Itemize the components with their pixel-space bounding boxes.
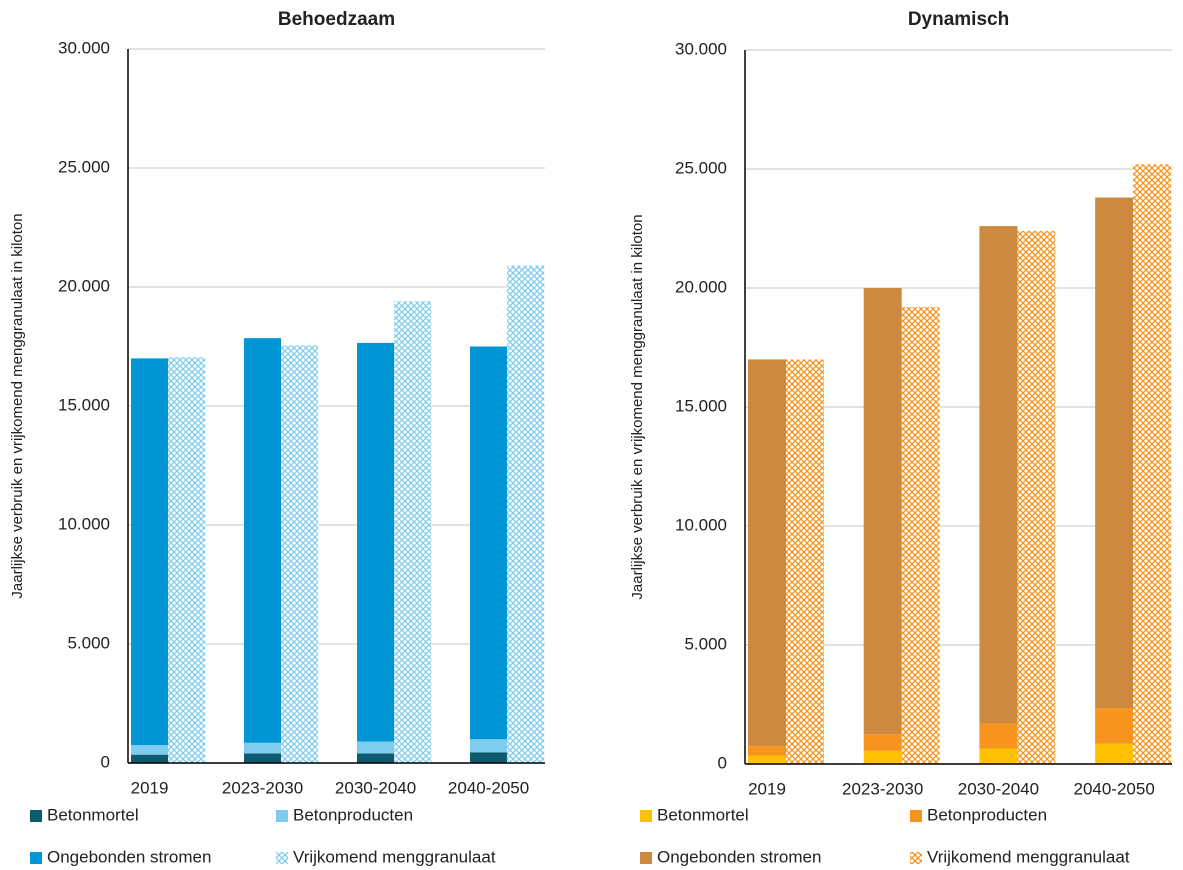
bar-segment — [863, 734, 902, 751]
legend-swatch — [640, 852, 652, 864]
legend-label: Betonmortel — [47, 805, 139, 824]
x-tick-label: 2040-2050 — [448, 778, 529, 797]
y-tick-label: 20.000 — [58, 276, 110, 295]
bar — [281, 345, 319, 763]
bar-segment — [470, 739, 508, 753]
y-tick-label: 0 — [101, 752, 110, 771]
x-tick-label: 2040-2050 — [1073, 779, 1154, 798]
y-tick-label: 5.000 — [67, 633, 110, 652]
legend-label: Betonmortel — [657, 805, 749, 824]
bar — [394, 301, 432, 763]
legend-swatch — [640, 810, 652, 822]
chart-title: Behoedzaam — [278, 9, 395, 30]
bar — [1133, 164, 1172, 765]
bar-segment — [1095, 743, 1134, 764]
bar-segment — [748, 359, 787, 747]
x-tick-label: 2023-2030 — [222, 778, 303, 797]
bar-segment — [244, 753, 282, 763]
legend-swatch — [30, 810, 42, 822]
y-tick-label: 15.000 — [675, 396, 727, 415]
y-tick-label: 20.000 — [675, 277, 727, 296]
bar — [786, 359, 825, 764]
bar-segment — [357, 753, 395, 763]
bar — [507, 265, 545, 763]
bar-segment — [357, 342, 395, 742]
legend-label: Vrijkomend menggranulaat — [927, 847, 1130, 866]
bar — [1017, 230, 1056, 764]
bar-segment — [1095, 708, 1134, 744]
bar-segment — [131, 745, 169, 755]
x-tick-label: 2030-2040 — [958, 779, 1039, 798]
bar-segment — [1095, 197, 1134, 709]
y-axis-label: Jaarlijkse verbruik en vrijkomend menggr… — [629, 214, 646, 599]
y-tick-label: 0 — [718, 753, 727, 772]
bar-segment — [357, 741, 395, 754]
y-tick-label: 10.000 — [58, 514, 110, 533]
legend-label: Ongebonden stromen — [657, 847, 821, 866]
bar-segment — [244, 338, 282, 743]
bar-segment — [748, 755, 787, 764]
legend-swatch — [910, 810, 922, 822]
bar-segment — [131, 754, 169, 763]
x-tick-label: 2019 — [748, 779, 786, 798]
y-tick-label: 25.000 — [675, 158, 727, 177]
chart-title: Dynamisch — [908, 9, 1009, 30]
y-tick-label: 15.000 — [58, 395, 110, 414]
y-tick-label: 10.000 — [675, 515, 727, 534]
bar-segment — [863, 750, 902, 764]
legend-swatch — [910, 852, 922, 864]
y-tick-label: 30.000 — [675, 39, 727, 58]
y-axis-label: Jaarlijkse verbruik en vrijkomend menggr… — [9, 213, 26, 598]
x-tick-label: 2019 — [131, 778, 169, 797]
bar-segment — [244, 742, 282, 754]
legend-label: Vrijkomend menggranulaat — [293, 847, 496, 866]
x-tick-label: 2030-2040 — [335, 778, 416, 797]
legend-swatch — [30, 852, 42, 864]
bar — [168, 357, 206, 763]
bar-segment — [748, 746, 787, 756]
x-tick-label: 2023-2030 — [842, 779, 923, 798]
legend-label: Ongebonden stromen — [47, 847, 211, 866]
legend-label: Betonproducten — [293, 805, 413, 824]
bar — [901, 307, 940, 764]
y-tick-label: 30.000 — [58, 38, 110, 57]
bar-segment — [979, 226, 1018, 724]
bar-segment — [470, 346, 508, 740]
bar-segment — [979, 748, 1018, 764]
bar-segment — [863, 288, 902, 735]
bar-segment — [131, 358, 169, 746]
legend-swatch — [276, 852, 288, 864]
bar-segment — [470, 752, 508, 763]
y-tick-label: 25.000 — [58, 157, 110, 176]
legend-label: Betonproducten — [927, 805, 1047, 824]
y-tick-label: 5.000 — [684, 634, 727, 653]
legend-swatch — [276, 810, 288, 822]
bar-segment — [979, 723, 1018, 749]
